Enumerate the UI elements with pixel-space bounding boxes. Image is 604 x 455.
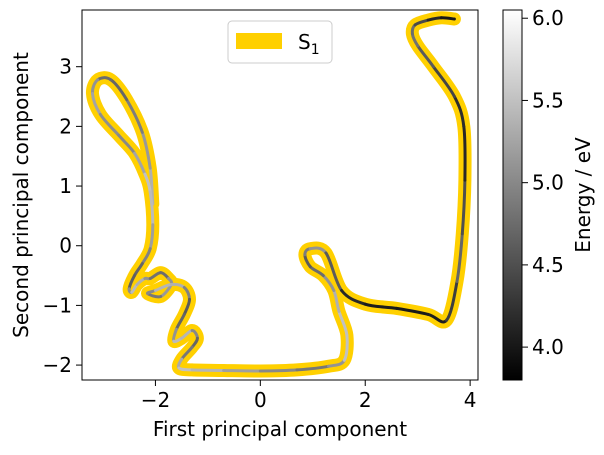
legend-swatch xyxy=(236,33,282,49)
y-axis-ticks: −2 −1 0 1 2 3 xyxy=(43,55,82,377)
x-tick-label: 0 xyxy=(254,388,267,412)
colorbar xyxy=(502,9,523,381)
series-s1-energy-segment xyxy=(308,246,328,255)
series-s1-energy-segment xyxy=(109,78,129,101)
y-tick-label: 0 xyxy=(59,234,72,258)
x-tick-label: 2 xyxy=(359,388,372,412)
y-tick-label: −1 xyxy=(43,293,72,317)
y-axis-label: Second principal component xyxy=(9,52,33,338)
colorbar-label: Energy / eV xyxy=(571,137,595,253)
x-tick-label: −2 xyxy=(141,388,170,412)
series-s1-energy-segment xyxy=(324,251,344,292)
series-s1-energy-segment xyxy=(295,364,330,372)
colorbar-ticks: 4.0 4.5 5.0 5.5 6.0 xyxy=(522,6,564,359)
series-s1-energy-segment xyxy=(445,280,459,322)
series-s1-energy-segment xyxy=(342,333,349,362)
y-tick-label: −2 xyxy=(43,353,72,377)
series-s1-energy-segment xyxy=(431,65,456,98)
series-s1-energy-segment xyxy=(98,112,121,137)
legend-label-subscript: 1 xyxy=(311,42,320,58)
series-s1-energy-segment xyxy=(133,151,147,176)
series-s1-energy-segment xyxy=(148,223,155,251)
x-tick-label: 4 xyxy=(464,388,477,412)
series-s1-energy-segment xyxy=(462,124,467,182)
series-s1-energy-segment xyxy=(222,369,262,373)
series-s1-energy-segment xyxy=(337,309,349,337)
series-s1-energy-segment xyxy=(340,289,367,306)
legend-label: S1 xyxy=(298,30,320,58)
colorbar-tick-label: 5.0 xyxy=(532,171,564,195)
series-s1-energy-segment xyxy=(177,366,194,372)
x-axis-ticks: −2 0 2 4 xyxy=(141,380,477,412)
plot-frame xyxy=(81,9,479,381)
legend-label-main: S xyxy=(298,30,311,54)
series-s1-energy-segment xyxy=(455,232,464,283)
y-tick-label: 3 xyxy=(59,55,72,79)
series-s1-energy-segment xyxy=(258,368,299,373)
y-tick-label: 1 xyxy=(59,174,72,198)
y-tick-label: 2 xyxy=(59,114,72,138)
series-s1-energy-segment xyxy=(143,172,152,194)
series-s1-energy-segment xyxy=(125,98,144,134)
series-s1-energy-segment xyxy=(460,178,467,236)
series-s1-energy-segment xyxy=(426,312,448,324)
series-s1-energy-segment xyxy=(332,289,341,313)
series-s1-energy-segment xyxy=(416,44,435,69)
series-s1-energy-segment xyxy=(439,16,456,21)
series-s1-energy-segment xyxy=(148,190,155,227)
x-axis-label: First principal component xyxy=(153,417,407,441)
colorbar-tick-label: 5.5 xyxy=(532,88,564,112)
series-s1-energy-segment xyxy=(452,95,466,128)
series-s1-energy-segment xyxy=(190,368,226,372)
series-s1-energy-segment xyxy=(91,92,102,116)
series-s1-energy-segment xyxy=(140,130,152,170)
colorbar-tick-label: 4.0 xyxy=(532,335,564,359)
trajectory-layer xyxy=(85,11,472,378)
series-s1-energy-segment xyxy=(395,306,430,316)
series-s1-energy-segment xyxy=(117,133,136,155)
colorbar-tick-label: 4.5 xyxy=(532,253,564,277)
series-s1-energy-segment xyxy=(363,302,399,310)
colorbar-tick-label: 6.0 xyxy=(532,6,564,30)
legend: S1 xyxy=(227,20,333,64)
